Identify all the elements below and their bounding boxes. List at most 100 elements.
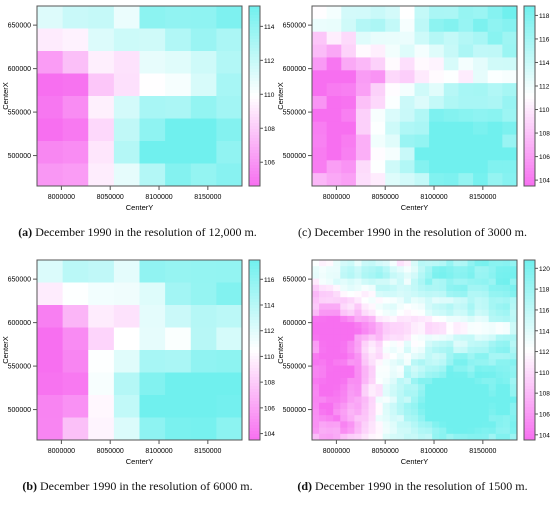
heatmap-cell xyxy=(410,334,419,342)
heatmap-cell xyxy=(396,303,405,311)
heatmap-cell xyxy=(418,377,426,385)
heatmap-cell xyxy=(414,18,430,33)
heatmap-cell xyxy=(502,390,511,397)
heatmap-cell xyxy=(458,44,474,58)
heatmap-cell xyxy=(467,260,475,267)
colorbar-segment xyxy=(524,416,535,420)
heatmap-cell xyxy=(432,315,440,323)
heatmap-cell xyxy=(502,6,518,20)
heatmap-cell xyxy=(326,371,334,379)
heatmap-cell xyxy=(385,70,401,84)
colorbar-segment xyxy=(249,395,260,399)
heatmap-cell xyxy=(481,377,490,385)
heatmap-cell xyxy=(502,315,511,323)
heatmap-cell xyxy=(410,353,419,360)
heatmap-cell xyxy=(354,297,362,304)
heatmap-cell xyxy=(190,28,217,52)
heatmap-cell xyxy=(443,108,459,123)
heatmap-cell xyxy=(389,346,398,354)
colorbar-segment xyxy=(524,18,535,22)
heatmap-cell xyxy=(502,359,511,366)
heatmap-cell xyxy=(509,328,518,335)
heatmap-cell xyxy=(319,365,327,373)
heatmap-cell xyxy=(375,266,384,273)
heatmap-cell xyxy=(340,260,348,267)
colorbar-segment xyxy=(524,353,535,357)
heatmap-cell xyxy=(190,372,217,396)
colorbar-segment xyxy=(524,81,535,85)
colorbar-segment xyxy=(524,126,535,130)
heatmap-cell xyxy=(467,390,475,397)
heatmap-cell xyxy=(319,421,327,428)
heatmap-cell xyxy=(355,108,371,123)
heatmap-cell xyxy=(354,377,362,385)
heatmap-cell xyxy=(443,160,459,174)
heatmap-cell xyxy=(410,291,419,298)
heatmap-cell xyxy=(361,371,369,379)
colorbar-segment xyxy=(524,413,535,417)
heatmap-cell xyxy=(326,396,334,404)
heatmap-cell xyxy=(347,297,355,304)
heatmap-cell xyxy=(396,408,405,416)
heatmap-cell xyxy=(473,70,489,84)
colorbar-segment xyxy=(524,60,535,64)
heatmap-cell xyxy=(88,327,115,351)
heatmap-cell xyxy=(396,433,405,441)
heatmap-cell xyxy=(425,371,433,379)
heatmap-cell xyxy=(495,384,504,391)
heatmap-cell xyxy=(361,408,369,416)
heatmap-cell xyxy=(389,427,398,435)
colorbar-segment xyxy=(524,57,535,61)
heatmap-cell xyxy=(216,350,243,373)
heatmap-cell xyxy=(165,118,192,142)
colorbar-segment xyxy=(524,431,535,435)
heatmap-cell xyxy=(509,291,518,298)
heatmap-cell xyxy=(370,6,386,20)
heatmap-cell xyxy=(439,359,447,366)
heatmap-cell xyxy=(502,134,518,148)
heatmap-cell xyxy=(312,402,320,410)
heatmap-cell xyxy=(399,160,415,174)
heatmap-cell xyxy=(312,433,320,441)
colorbar-segment xyxy=(249,126,260,130)
heatmap-cell xyxy=(396,297,405,304)
colorbar-segment xyxy=(249,437,260,441)
heatmap-cell xyxy=(389,396,398,404)
heatmap-cell xyxy=(139,51,166,74)
heatmap-cell xyxy=(389,433,398,441)
heatmap-cell xyxy=(361,377,369,385)
heatmap-cell xyxy=(410,402,419,410)
heatmap-cell xyxy=(446,334,454,342)
heatmap-cell xyxy=(113,163,140,187)
colorbar-segment xyxy=(249,290,260,294)
heatmap-cell xyxy=(418,408,426,416)
colorbar-segment xyxy=(249,108,260,112)
heatmap-cell xyxy=(509,390,518,397)
heatmap-cell xyxy=(432,371,440,379)
colorbar-tick-label: 114 xyxy=(264,303,275,310)
heatmap-cell xyxy=(355,18,371,33)
heatmap-cell xyxy=(312,260,320,267)
heatmap-cell xyxy=(326,121,342,135)
heatmap-cell xyxy=(354,278,362,286)
heatmap-cell xyxy=(396,260,405,267)
colorbar-segment xyxy=(524,284,535,288)
heatmap-cell xyxy=(333,402,341,410)
heatmap-cell xyxy=(410,278,419,286)
heatmap-cell xyxy=(319,303,327,311)
heatmap-cell xyxy=(312,266,320,273)
heatmap-cell xyxy=(361,328,369,335)
heatmap-cell xyxy=(333,322,341,329)
heatmap-cell xyxy=(333,291,341,298)
colorbar-segment xyxy=(249,117,260,121)
heatmap-cell xyxy=(488,384,497,391)
heatmap-cell xyxy=(446,340,454,348)
heatmap-cell xyxy=(495,390,504,397)
heatmap-cell xyxy=(355,70,371,84)
y-axis-label: CenterX xyxy=(1,336,10,364)
heatmap-cell xyxy=(368,303,377,311)
heatmap-cell xyxy=(509,303,518,311)
colorbar-segment xyxy=(249,272,260,276)
colorbar-segment xyxy=(249,419,260,423)
heatmap-cell xyxy=(319,384,327,391)
